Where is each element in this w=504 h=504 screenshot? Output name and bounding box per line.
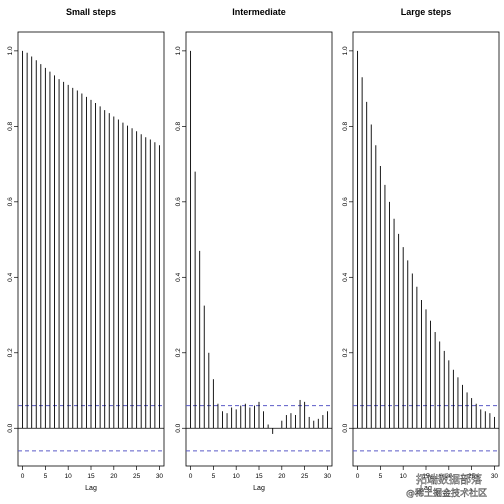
y-tick-label: 0.8 bbox=[175, 121, 182, 130]
y-tick-label: 0.0 bbox=[7, 423, 14, 432]
x-tick-label: 30 bbox=[156, 473, 164, 480]
panel-title: Small steps bbox=[66, 7, 116, 17]
x-tick-label: 15 bbox=[87, 473, 95, 480]
y-tick-label: 0.6 bbox=[342, 197, 349, 206]
watermark-line2: @稀土掘金技术社区 bbox=[406, 487, 487, 499]
x-tick-label: 25 bbox=[301, 473, 309, 480]
panels-group: Small steps 0.0 0.2 0.4 0.6 0.8 1.0 0 5 10 15 20 25 3… bbox=[7, 7, 500, 492]
y-tick-label: 1.0 bbox=[342, 46, 349, 55]
x-axis-label: Lag bbox=[253, 485, 265, 492]
x-tick-label: 0 bbox=[356, 473, 360, 480]
x-tick-label: 5 bbox=[379, 473, 383, 480]
panel-3: Large steps 0.0 0.2 0.4 0.6 0.8 1.0 0 5 10 15 20 25 3… bbox=[342, 7, 500, 492]
x-tick-label: 30 bbox=[491, 473, 499, 480]
y-tick-label: 0.4 bbox=[7, 272, 14, 281]
y-tick-label: 0.0 bbox=[175, 423, 182, 432]
y-tick-label: 1.0 bbox=[175, 46, 182, 55]
y-tick-label: 0.8 bbox=[7, 121, 14, 130]
x-tick-label: 15 bbox=[255, 473, 263, 480]
x-tick-label: 0 bbox=[189, 473, 193, 480]
x-tick-label: 10 bbox=[233, 473, 241, 480]
panel-2: Intermediate 0.0 0.2 0.4 0.6 0.8 1.0 0 5 10 15 20 25… bbox=[175, 7, 333, 492]
y-tick-label: 0.6 bbox=[175, 197, 182, 206]
x-tick-label: 20 bbox=[110, 473, 118, 480]
panel-title: Large steps bbox=[401, 7, 452, 17]
y-tick-label: 0.8 bbox=[342, 121, 349, 130]
x-tick-label: 30 bbox=[324, 473, 332, 480]
x-tick-label: 20 bbox=[445, 473, 453, 480]
x-tick-label: 15 bbox=[422, 473, 430, 480]
panel-1: Small steps 0.0 0.2 0.4 0.6 0.8 1.0 0 5 10 15 20 25 3… bbox=[7, 7, 165, 492]
x-tick-label: 10 bbox=[400, 473, 408, 480]
y-tick-label: 0.2 bbox=[175, 348, 182, 357]
watermark-line1: 拓端数据部落 bbox=[416, 472, 482, 486]
panel-title: Intermediate bbox=[232, 7, 286, 17]
x-tick-label: 5 bbox=[212, 473, 216, 480]
x-tick-label: 25 bbox=[133, 473, 141, 480]
x-axis-label: Lag bbox=[420, 485, 432, 492]
y-tick-label: 0.4 bbox=[342, 272, 349, 281]
y-tick-label: 0.4 bbox=[175, 272, 182, 281]
y-tick-label: 0.2 bbox=[7, 348, 14, 357]
y-tick-label: 0.6 bbox=[7, 197, 14, 206]
y-tick-label: 0.0 bbox=[342, 423, 349, 432]
x-tick-label: 25 bbox=[468, 473, 476, 480]
y-tick-label: 0.2 bbox=[342, 348, 349, 357]
x-tick-label: 10 bbox=[65, 473, 73, 480]
y-tick-label: 1.0 bbox=[7, 46, 14, 55]
x-tick-label: 5 bbox=[44, 473, 48, 480]
x-axis-label: Lag bbox=[85, 485, 97, 492]
x-tick-label: 20 bbox=[278, 473, 286, 480]
x-tick-label: 0 bbox=[21, 473, 25, 480]
watermark: 拓端数据部落 @稀土掘金技术社区 bbox=[406, 472, 487, 499]
